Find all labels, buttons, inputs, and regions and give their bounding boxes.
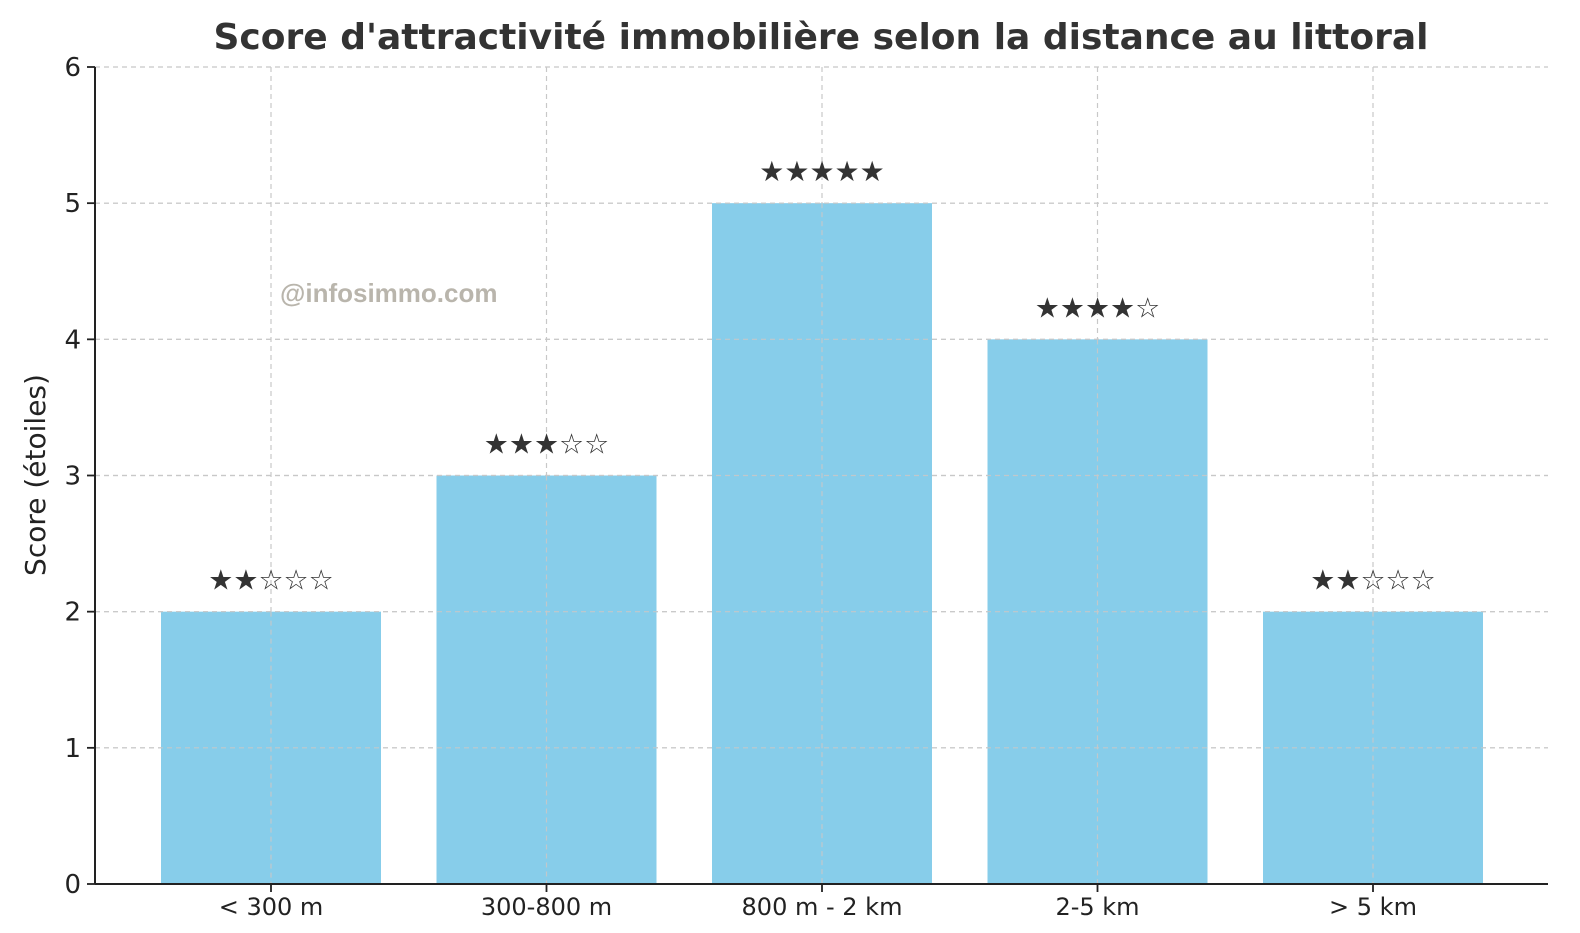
x-tick-label: 2-5 km — [1055, 893, 1139, 921]
x-tick-label: > 5 km — [1329, 893, 1417, 921]
data-label-stars: ★★☆☆☆ — [1310, 564, 1436, 597]
data-label-stars: ★★★☆☆ — [484, 428, 610, 461]
data-label-stars: ★★☆☆☆ — [208, 564, 334, 597]
y-tick-label: 2 — [64, 598, 81, 628]
watermark: @infosimmo.com — [280, 278, 497, 308]
bar-1 — [436, 475, 657, 884]
y-tick-label: 5 — [64, 189, 81, 219]
axes: 0 1 2 3 4 5 6 < 300 m 300-800 m 800 m - 2 km 2-5 k… — [64, 53, 1548, 921]
chart-title: Score d'attractivité immobilière selon l… — [214, 17, 1429, 58]
y-tick-label: 3 — [64, 462, 81, 492]
data-labels: ★★☆☆☆ ★★★☆☆ ★★★★★ ★★★★☆ ★★☆☆☆ — [208, 155, 1436, 597]
bars — [95, 202, 1548, 884]
y-tick-label: 1 — [64, 734, 81, 764]
data-label-stars: ★★★★★ — [759, 155, 885, 188]
data-label-stars: ★★★★☆ — [1035, 291, 1161, 324]
y-tick-label: 0 — [64, 870, 81, 900]
x-tick-label: 800 m - 2 km — [742, 893, 903, 921]
x-tick-label: < 300 m — [219, 893, 324, 921]
y-axis-label: Score (étoiles) — [19, 374, 52, 576]
y-tick-label: 4 — [64, 325, 81, 355]
y-tick-label: 6 — [64, 53, 81, 83]
x-tick-label: 300-800 m — [481, 893, 612, 921]
